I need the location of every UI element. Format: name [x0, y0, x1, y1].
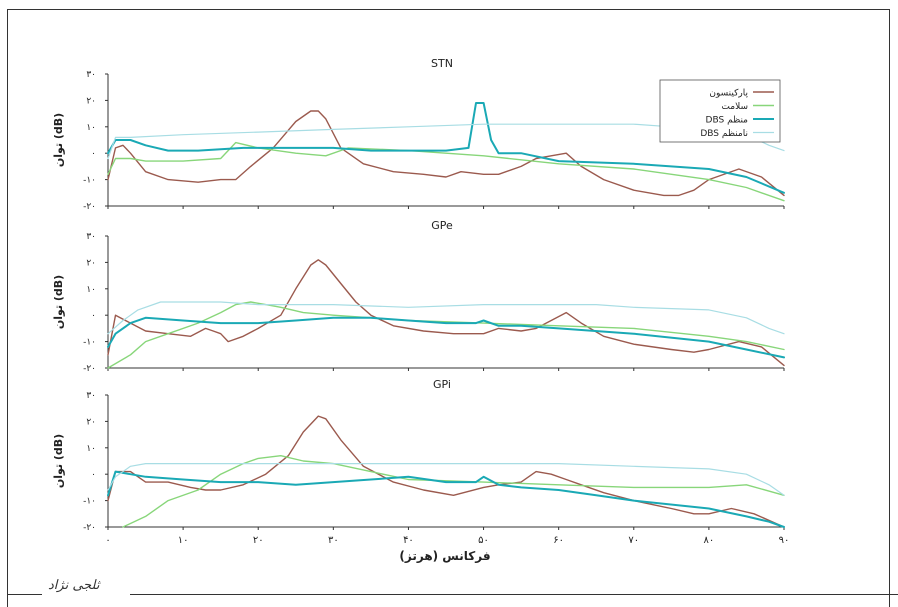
- legend-label: DBS منظم: [706, 116, 749, 126]
- legend-box: [659, 79, 781, 143]
- y-tick-label: -۱۰: [83, 176, 96, 186]
- x-tick-label: ۸۰: [704, 535, 715, 546]
- legend-label: DBS نامنظم: [700, 129, 748, 139]
- y-axis-label: توان (dB): [52, 113, 65, 167]
- series-line-2: [122, 455, 785, 528]
- legend-label: پارکینسون: [709, 89, 748, 99]
- series-line-1: [107, 415, 785, 528]
- y-tick-label: ۰: [91, 149, 96, 159]
- series-line-2: [107, 141, 785, 202]
- y-tick-label: ۰: [91, 470, 96, 480]
- y-tick-label: -۱۰: [83, 338, 96, 348]
- chart-panel-stn: -۲۰ -۱۰ ۰ ۱۰ ۲۰ ۳۰ STN توان (dB) پارکینسون سلامت D…: [52, 57, 785, 212]
- series-line-3: [107, 102, 785, 194]
- x-tick-label: ۶۰: [553, 535, 564, 546]
- y-tick-label: ۱۰: [86, 285, 96, 295]
- x-tick-label: ۰: [105, 535, 110, 546]
- y-tick-label: ۲۰: [86, 258, 96, 268]
- x-tick-label: ۹۰: [779, 535, 790, 546]
- y-tick-label: -۲۰: [83, 364, 96, 374]
- figure-frame: [7, 9, 890, 607]
- y-tick-label: -۲۰: [83, 523, 96, 533]
- series-line-1: [107, 110, 785, 197]
- footer-rule: [7, 594, 42, 595]
- series-line-1: [107, 259, 785, 367]
- x-tick-label: ۵۰: [478, 535, 489, 546]
- legend-label: سلامت: [721, 102, 748, 112]
- y-tick-label: ۳۰: [86, 232, 96, 242]
- series-line-4: [107, 463, 785, 496]
- chart-panel-gpi: -۲۰ -۱۰ ۰ ۱۰ ۲۰ ۳۰ ۰ ۱۰ ۲۰ ۳۰ ۴۰ ۵۰ ۶۰ ۷۰ ۸۰ ۹۰ GPi توان …: [52, 378, 789, 546]
- y-axis-label: توان (dB): [52, 434, 65, 488]
- x-tick-label: ۳۰: [328, 535, 339, 546]
- x-tick-label: ۱۰: [178, 535, 189, 546]
- series-line-3: [107, 316, 785, 359]
- x-tick-label: ۴۰: [403, 535, 414, 546]
- series-line-2: [107, 301, 785, 369]
- y-axis-label: توان (dB): [52, 275, 65, 329]
- y-tick-label: -۲۰: [83, 202, 96, 212]
- y-tick-label: ۳۰: [86, 70, 96, 80]
- series-line-4: [107, 301, 785, 335]
- series-line-3: [107, 470, 785, 528]
- footer-rule: [130, 594, 898, 595]
- y-tick-label: ۱۰: [86, 444, 96, 454]
- panel-title: GPi: [433, 378, 451, 391]
- panel-title: GPe: [431, 219, 453, 232]
- y-tick-label: -۱۰: [83, 497, 96, 507]
- y-tick-label: ۲۰: [86, 417, 96, 427]
- x-tick-label: ۲۰: [253, 535, 264, 546]
- x-axis-label: فرکانس (هرتز): [399, 549, 490, 563]
- y-tick-label: ۲۰: [86, 96, 96, 106]
- panel-title: STN: [431, 57, 453, 70]
- y-tick-label: ۰: [91, 311, 96, 321]
- x-tick-label: ۷۰: [628, 535, 639, 546]
- y-tick-label: ۳۰: [86, 391, 96, 401]
- footer-signature: ثلجی نژاد: [48, 578, 100, 593]
- chart-panel-gpe: -۲۰ -۱۰ ۰ ۱۰ ۲۰ ۳۰ GPe توان (dB): [52, 219, 785, 374]
- y-tick-label: ۱۰: [86, 123, 96, 133]
